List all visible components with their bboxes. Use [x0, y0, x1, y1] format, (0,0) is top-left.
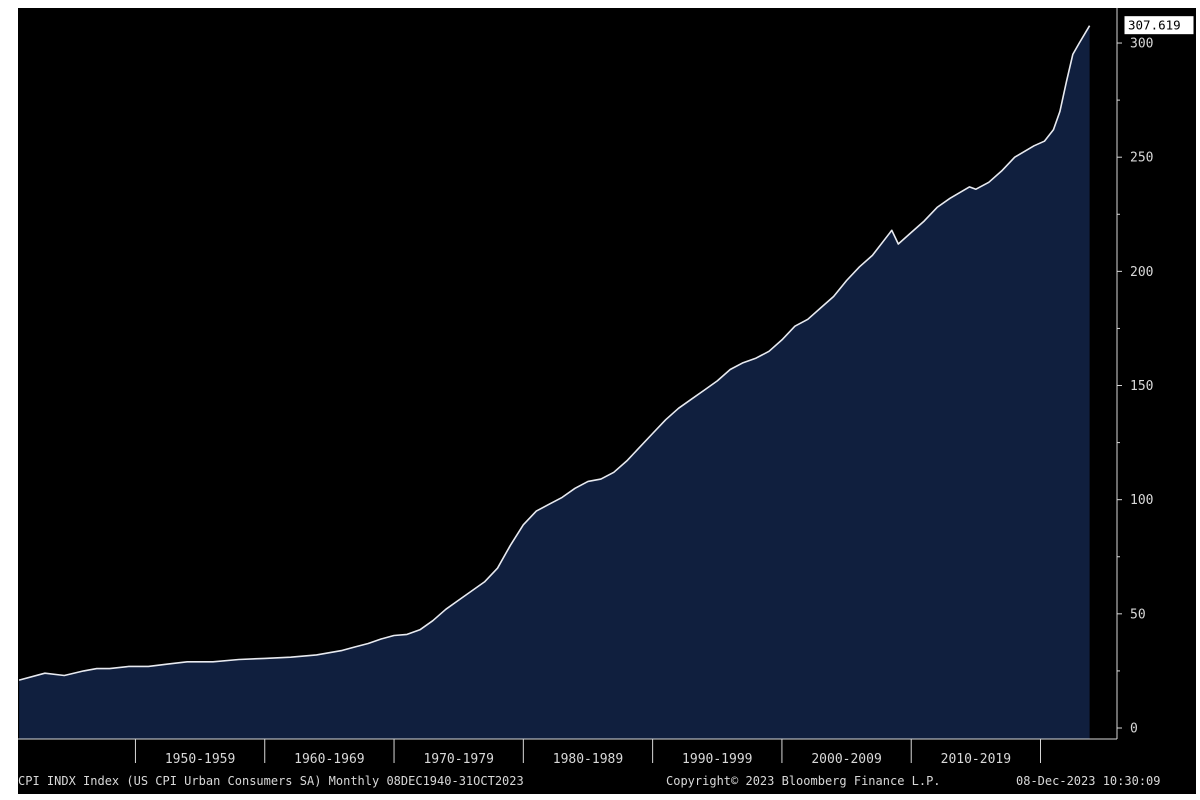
- x-axis-background: [18, 739, 1196, 794]
- y-tick-label: 100: [1130, 493, 1153, 508]
- chart-footer: CPI INDX Index (US CPI Urban Consumers S…: [18, 774, 1192, 792]
- footer-series-info: CPI INDX Index (US CPI Urban Consumers S…: [18, 774, 524, 788]
- series-line: [18, 25, 1091, 681]
- x-tick-label: 2000-2009: [811, 752, 881, 767]
- x-tick-label: 1990-1999: [682, 752, 752, 767]
- x-tick-label: 1960-1969: [294, 752, 364, 767]
- y-tick-label: 50: [1130, 607, 1146, 622]
- y-axis: 0 50 100 150 200 250 300 307.619: [1116, 8, 1194, 739]
- x-tick-label: 1980-1989: [553, 752, 623, 767]
- y-tick-label: 150: [1130, 379, 1153, 394]
- y-tick-label: 250: [1130, 151, 1153, 166]
- footer-copyright: Copyright© 2023 Bloomberg Finance L.P.: [666, 774, 941, 788]
- x-tick-label: 1950-1959: [165, 752, 235, 767]
- y-tick-label: 200: [1130, 265, 1153, 280]
- y-tick-label: 0: [1130, 722, 1138, 737]
- last-value-callout: 307.619: [1124, 16, 1194, 35]
- x-tick-label: 1970-1979: [423, 752, 493, 767]
- y-axis-background: [1117, 8, 1196, 739]
- series-area: [19, 25, 1090, 739]
- last-value-box: [1124, 16, 1194, 35]
- last-value-label: 307.619: [1128, 18, 1181, 33]
- footer-timestamp: 08-Dec-2023 10:30:09: [1016, 774, 1161, 788]
- x-axis: 1950-1959 1960-1969 1970-1979 1980-1989 1990…: [18, 738, 1117, 767]
- y-tick-label: 300: [1130, 37, 1153, 52]
- x-tick-label: 2010-2019: [941, 752, 1011, 767]
- plot-layer: [18, 8, 1196, 794]
